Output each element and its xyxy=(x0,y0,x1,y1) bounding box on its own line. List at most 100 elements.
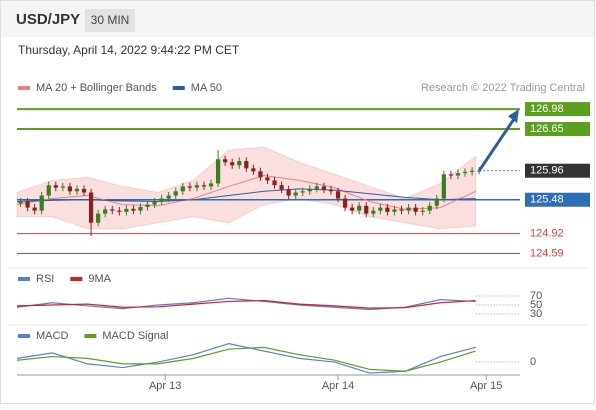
candle-body xyxy=(223,159,228,163)
y-tick-label: 70 xyxy=(530,290,542,302)
legend-swatch xyxy=(84,334,97,338)
candle-body xyxy=(39,195,44,211)
legend-swatch xyxy=(18,86,30,90)
support-label: 124.59 xyxy=(530,247,564,259)
resistance-box xyxy=(525,122,590,137)
candle-body xyxy=(293,192,298,196)
candle-body xyxy=(399,209,404,211)
x-tick-label: Apr 15 xyxy=(470,380,502,392)
interval-box xyxy=(85,9,135,32)
ma-line xyxy=(16,175,476,210)
y-tick-label: 30 xyxy=(530,308,542,320)
resistance-label: 126.65 xyxy=(530,123,564,135)
resistance-label: 126.98 xyxy=(530,103,564,115)
candle-body xyxy=(314,186,319,189)
candle-body xyxy=(166,195,171,199)
candle-body xyxy=(300,191,305,193)
candle-body xyxy=(74,188,80,192)
candle-body xyxy=(110,209,115,211)
candle-body xyxy=(152,201,157,205)
candle-body xyxy=(237,161,242,166)
candle-body xyxy=(138,206,143,211)
candle-body xyxy=(103,209,108,214)
candle-body xyxy=(335,191,341,199)
candle-body xyxy=(230,162,235,166)
timestamp: Thursday, April 14, 2022 9:44:22 PM CET xyxy=(18,43,240,57)
candle-body xyxy=(420,210,425,212)
candle-body xyxy=(96,213,101,223)
last-price-box xyxy=(525,163,590,178)
candle-body xyxy=(18,201,23,204)
indicator-line xyxy=(16,299,476,309)
x-tick-label: Apr 14 xyxy=(322,380,354,392)
last-price-label: 125.96 xyxy=(530,165,564,177)
candle-body xyxy=(265,177,270,181)
candle-body xyxy=(258,171,263,178)
candle-body xyxy=(88,192,94,223)
candle-body xyxy=(406,207,411,211)
candle-body xyxy=(286,189,291,196)
indicator-line xyxy=(16,343,476,374)
legend-label: MACD xyxy=(36,330,68,342)
forecast-arrowhead xyxy=(508,109,519,124)
candle-body xyxy=(173,191,178,196)
candle-body xyxy=(364,205,369,214)
interval: 30 MIN xyxy=(91,13,130,27)
legend-label: MACD Signal xyxy=(102,330,168,342)
legend-swatch xyxy=(18,334,30,338)
candle-body xyxy=(385,207,390,212)
candle-body xyxy=(81,188,87,193)
candle-body xyxy=(469,170,475,172)
candle-body xyxy=(342,198,348,208)
candle-body xyxy=(46,185,51,196)
legend-label: MA 50 xyxy=(191,82,222,94)
candle-body xyxy=(244,161,249,169)
candle-body xyxy=(378,207,383,211)
pivot-label: 125.48 xyxy=(530,194,564,206)
candle-body xyxy=(180,186,185,192)
candle-body xyxy=(441,174,446,199)
legend-label: MA 20 + Bollinger Bands xyxy=(36,82,157,94)
candle-body xyxy=(25,201,30,208)
pivot-box xyxy=(525,192,590,207)
candle-body xyxy=(53,185,58,188)
candle-body xyxy=(371,210,376,214)
candle-body xyxy=(124,208,129,212)
resistance-box xyxy=(525,102,590,117)
indicator-line xyxy=(16,346,476,372)
ma-line xyxy=(16,188,476,203)
candle-body xyxy=(215,159,221,184)
candle-body xyxy=(159,198,164,202)
candle-body xyxy=(455,173,461,176)
credit: Research © 2022 Trading Central xyxy=(421,82,585,94)
candle-body xyxy=(307,188,312,192)
candle-body xyxy=(145,204,150,207)
candle-body xyxy=(448,174,454,176)
candle-body xyxy=(60,186,65,188)
symbol: USD/JPY xyxy=(16,11,80,28)
candle-body xyxy=(131,208,136,211)
legend-swatch xyxy=(172,86,185,90)
candle-body xyxy=(328,189,334,192)
legend-label: RSI xyxy=(36,273,54,285)
candle-body xyxy=(392,209,397,212)
candle-body xyxy=(32,207,37,211)
candle-body xyxy=(413,207,418,212)
candle-body xyxy=(194,185,200,188)
candle-body xyxy=(434,198,439,206)
candle-body xyxy=(357,205,362,211)
candle-body xyxy=(427,205,432,211)
x-tick-label: Apr 13 xyxy=(149,380,181,392)
candle-body xyxy=(279,185,284,190)
candle-body xyxy=(251,168,256,172)
y-tick-label: 0 xyxy=(530,356,536,368)
candle-body xyxy=(67,186,73,192)
support-label: 124.92 xyxy=(530,227,564,239)
legend-swatch xyxy=(70,277,83,281)
candle-body xyxy=(321,186,327,190)
candle-body xyxy=(208,183,214,187)
candle-body xyxy=(201,185,207,187)
candle-body xyxy=(117,210,122,212)
